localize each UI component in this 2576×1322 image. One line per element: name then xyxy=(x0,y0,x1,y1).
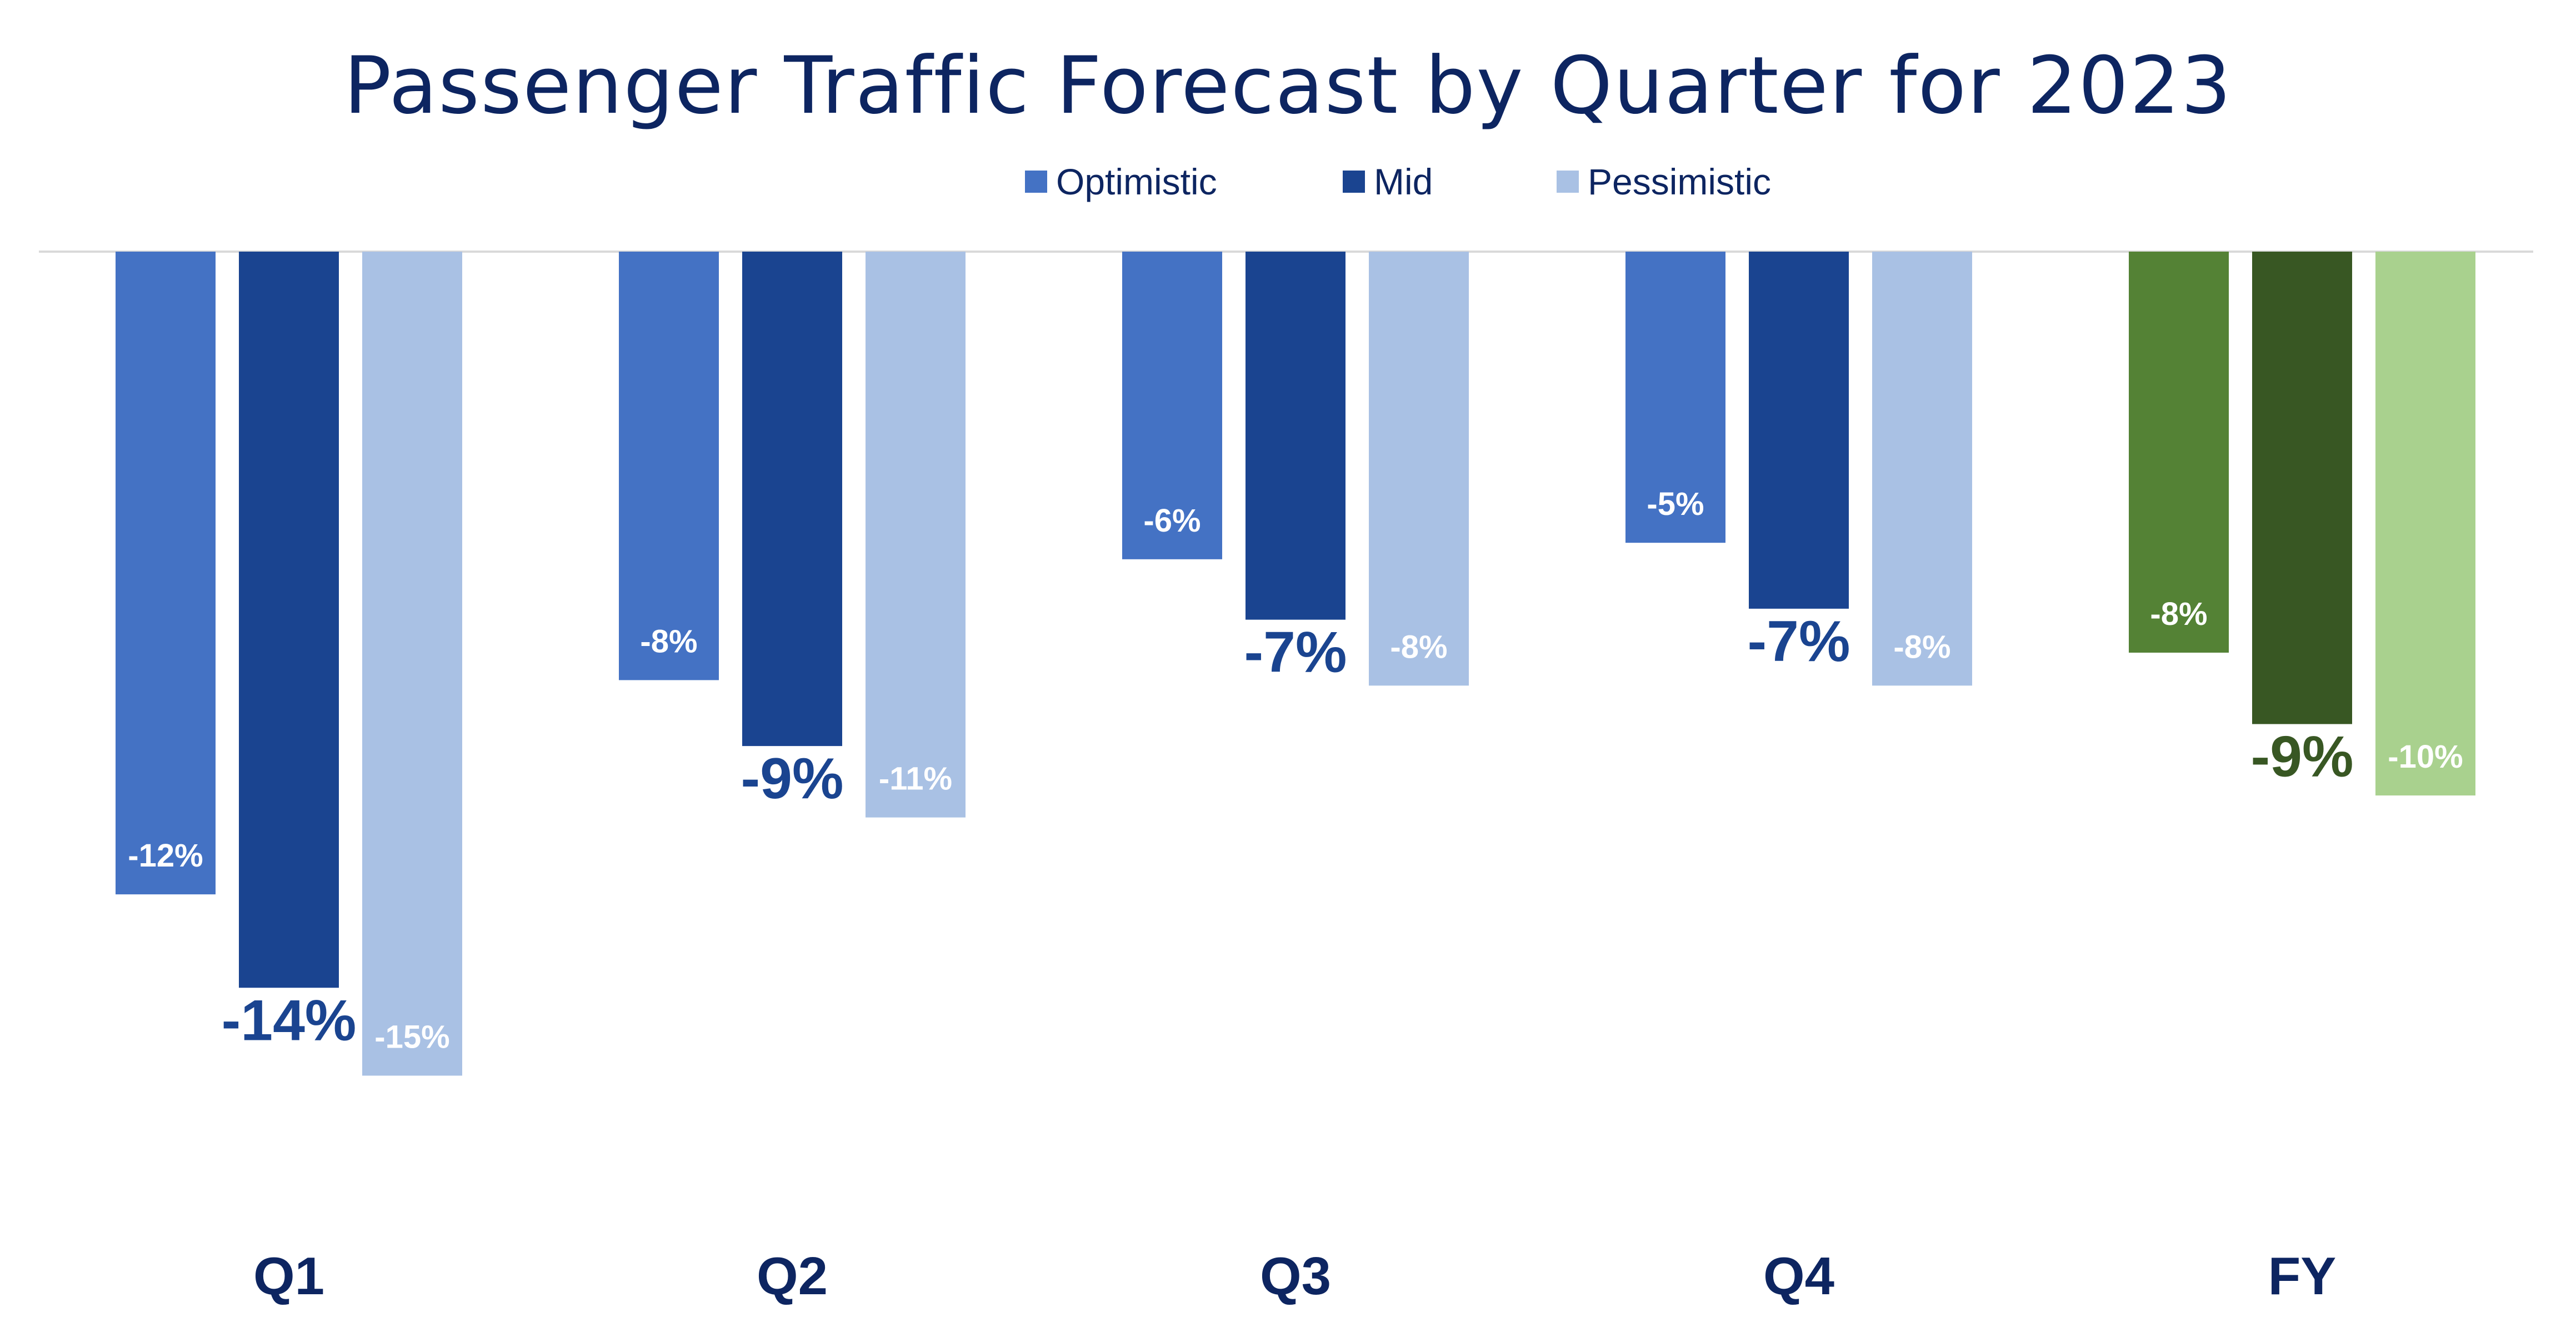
bars-layer xyxy=(116,252,2475,1076)
value-label-q1-mid: -14% xyxy=(222,988,357,1053)
bar-q2-optimistic xyxy=(619,252,719,680)
bar-q2-pessimistic xyxy=(866,252,966,818)
bar-q1-optimistic xyxy=(116,252,216,895)
legend-swatch-optimistic xyxy=(1025,171,1047,193)
value-label-q2-pessimistic: -11% xyxy=(879,761,952,797)
value-label-q4-optimistic: -5% xyxy=(1647,486,1704,522)
legend-label-optimistic: Optimistic xyxy=(1056,161,1217,202)
value-label-q4-mid: -7% xyxy=(1748,609,1850,674)
category-label-q3: Q3 xyxy=(1260,1246,1331,1306)
value-label-fy-mid: -9% xyxy=(2251,725,2354,789)
bar-q4-optimistic xyxy=(1625,252,1725,543)
category-label-q4: Q4 xyxy=(1763,1246,1834,1306)
legend: Optimistic Mid Pessimistic xyxy=(0,157,2576,207)
bar-q1-mid xyxy=(239,252,339,988)
value-label-fy-pessimistic: -10% xyxy=(2388,739,2463,775)
bar-q3-pessimistic xyxy=(1369,252,1469,686)
legend-item-pessimistic: Pessimistic xyxy=(1557,157,1771,207)
value-labels-layer: -12% -14% -15% -8% -9% -11% -6% -7% -8% -5% -7% -8%… xyxy=(128,486,2463,1055)
value-label-q3-mid: -7% xyxy=(1244,620,1347,685)
bar-q4-mid xyxy=(1749,252,1849,609)
value-label-fy-optimistic: -8% xyxy=(2150,596,2207,632)
category-label-q2: Q2 xyxy=(757,1246,828,1306)
value-label-q4-pessimistic: -8% xyxy=(1893,629,1950,665)
legend-label-mid: Mid xyxy=(1374,161,1433,202)
bar-q3-optimistic xyxy=(1122,252,1222,559)
legend-swatch-pessimistic xyxy=(1557,171,1579,193)
category-label-q1: Q1 xyxy=(253,1246,324,1306)
value-label-q2-optimistic: -8% xyxy=(640,623,697,659)
bar-q4-pessimistic xyxy=(1872,252,1972,686)
category-label-fy: FY xyxy=(2268,1246,2337,1306)
bar-fy-mid xyxy=(2252,252,2352,724)
legend-label-pessimistic: Pessimistic xyxy=(1588,161,1772,202)
bar-q3-mid xyxy=(1246,252,1345,620)
bar-q1-pessimistic xyxy=(362,252,462,1076)
value-label-q3-optimistic: -6% xyxy=(1143,503,1201,539)
chart-title: Passenger Traffic Forecast by Quarter fo… xyxy=(343,40,2233,132)
bar-fy-pessimistic xyxy=(2375,252,2475,796)
value-label-q2-mid: -9% xyxy=(741,747,844,811)
bar-q2-mid xyxy=(742,252,842,747)
category-labels-layer: Q1 Q2 Q3 Q4 FY xyxy=(253,1246,2336,1306)
legend-item-mid: Mid xyxy=(1343,157,1433,207)
legend-item-optimistic: Optimistic xyxy=(1025,157,1217,207)
bar-fy-optimistic xyxy=(2129,252,2229,653)
value-label-q1-pessimistic: -15% xyxy=(374,1019,449,1055)
value-label-q1-optimistic: -12% xyxy=(128,838,203,874)
legend-swatch-mid xyxy=(1343,171,1365,193)
value-label-q3-pessimistic: -8% xyxy=(1390,629,1447,665)
